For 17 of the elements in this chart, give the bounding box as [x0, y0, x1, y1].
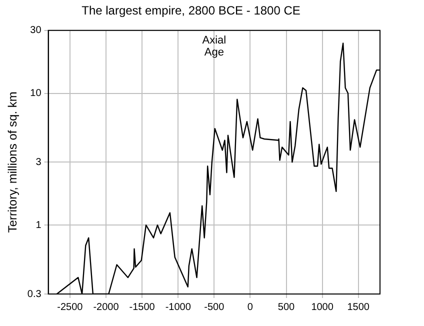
x-tick-label: -500 [204, 302, 225, 313]
y-tick-label: 30 [30, 25, 42, 36]
y-tick-label: 0.3 [27, 288, 42, 300]
y-tick-label: 3 [36, 156, 42, 168]
x-tick-label: 1000 [311, 302, 334, 313]
x-tick-label: -2000 [93, 302, 120, 313]
x-tick-label: -1000 [165, 302, 192, 313]
chart-title: The largest empire, 2800 BCE - 1800 CE [82, 4, 300, 18]
annotation: Axial Age [202, 34, 226, 58]
y-tick-label: 10 [30, 88, 42, 100]
x-tick-label: 500 [278, 302, 296, 313]
y-tick-label: 1 [36, 220, 42, 231]
y-axis-title: Territory, millions of sq. km [6, 92, 20, 233]
x-tick-label: 1500 [347, 302, 370, 313]
x-tick-label: -2500 [57, 302, 84, 313]
x-tick-label: 0 [247, 302, 254, 313]
x-tick-label: -1500 [129, 302, 156, 313]
